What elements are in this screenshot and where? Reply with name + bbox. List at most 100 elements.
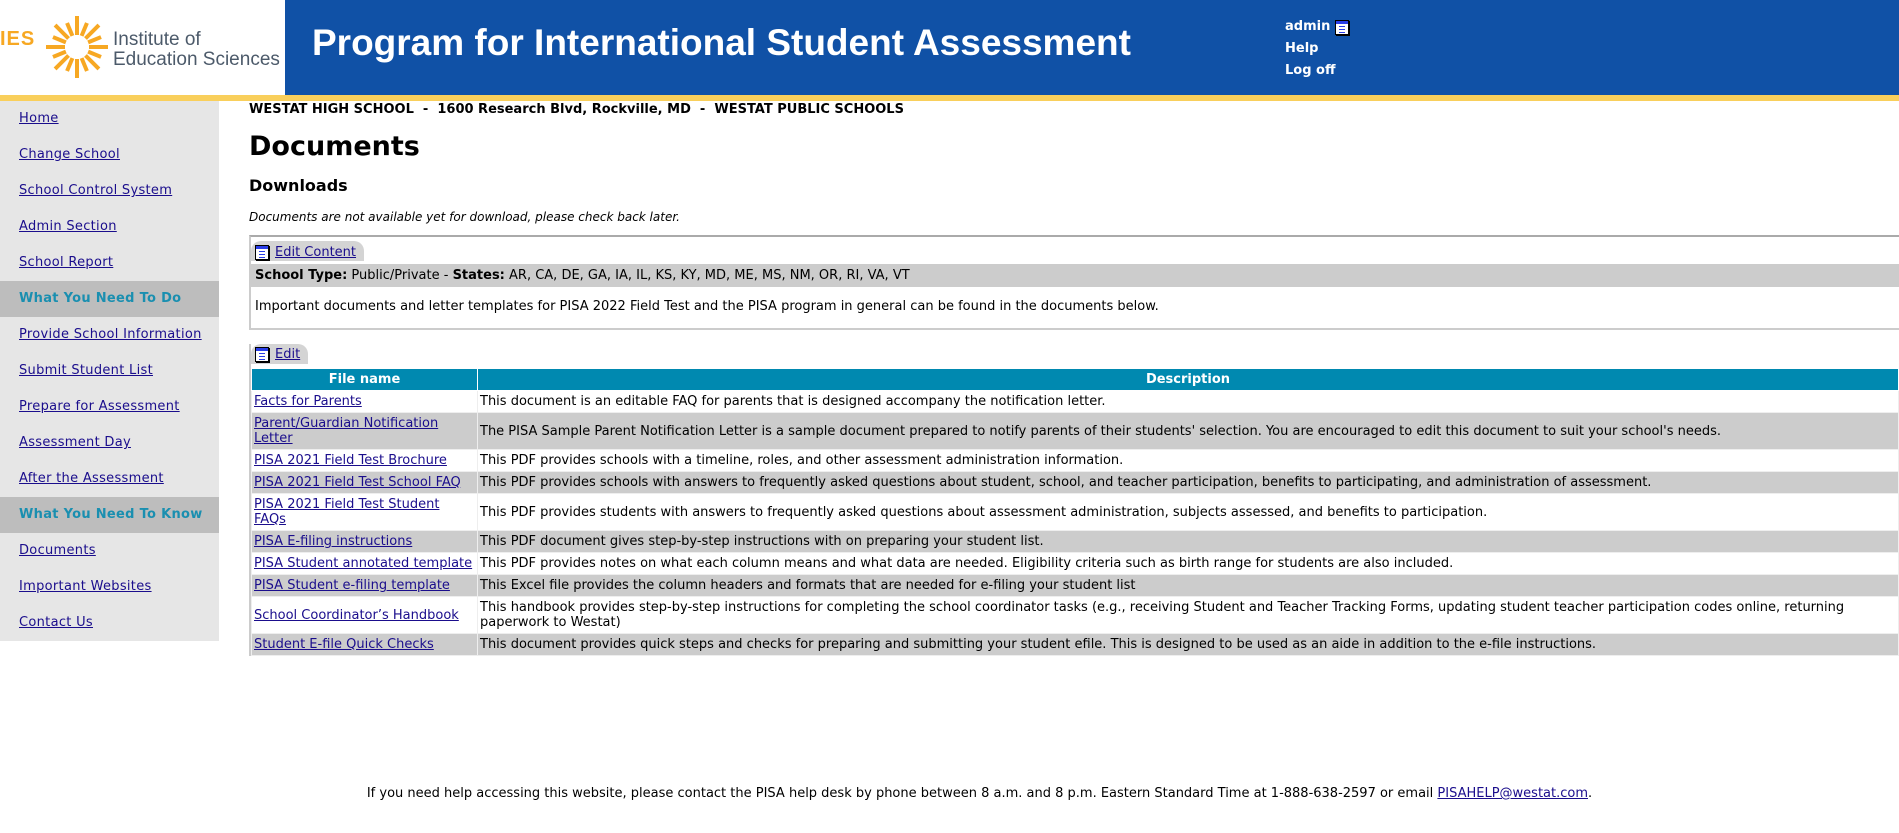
accent-bar <box>0 95 1899 101</box>
table-row: PISA E-filing instructions This PDF docum… <box>251 530 1899 553</box>
sidebar-link[interactable]: Home <box>19 111 59 126</box>
file-link[interactable]: Facts for Parents <box>254 394 362 409</box>
edit-tab[interactable]: Edit <box>251 343 309 364</box>
description-cell: This PDF document gives step-by-step ins… <box>477 530 1899 553</box>
table-row: PISA 2021 Field Test Student FAQs This PD… <box>251 493 1899 531</box>
file-name-cell: PISA Student annotated template <box>251 552 478 575</box>
sidebar-section-header: What You Need To Know <box>0 497 219 533</box>
edit-link[interactable]: Edit <box>275 347 301 362</box>
sidebar-link[interactable]: School Report <box>19 255 114 270</box>
file-link[interactable]: PISA E-filing instructions <box>254 534 413 549</box>
file-name-cell: School Coordinator’s Handbook <box>251 596 478 634</box>
sun-ray <box>87 49 102 59</box>
sun-ray <box>65 57 75 72</box>
description-cell: This document is an editable FAQ for par… <box>477 390 1899 413</box>
sun-ray <box>53 23 70 40</box>
description-cell: This PDF provides schools with answers t… <box>477 471 1899 494</box>
sidebar-item: Important Websites <box>0 569 219 605</box>
sidebar-item: Submit Student List <box>0 353 219 389</box>
file-name-cell: PISA Student e-filing template <box>251 574 478 597</box>
file-name-cell: PISA E-filing instructions <box>251 530 478 553</box>
sun-ray <box>79 22 89 37</box>
logo-text: Institute of Education Sciences <box>113 29 280 70</box>
logoff-link[interactable]: Log off <box>1285 63 1336 78</box>
table-row: Student E-file Quick Checks This document… <box>251 633 1899 656</box>
edit-content-tab[interactable]: Edit Content <box>251 241 365 261</box>
description-cell: This PDF provides students with answers … <box>477 493 1899 531</box>
file-name-cell: Student E-file Quick Checks <box>251 633 478 656</box>
sidebar-link[interactable]: Important Websites <box>19 579 152 594</box>
help-email-link[interactable]: PISAHELP@westat.com <box>1437 786 1588 801</box>
section-title: Downloads <box>249 176 348 195</box>
sidebar-link[interactable]: Provide School Information <box>19 327 202 342</box>
sun-icon <box>46 16 108 78</box>
sun-ray <box>84 23 101 40</box>
school-type-row: School Type: Public/Private - States: AR… <box>251 263 1899 287</box>
user-links: admin Help Log off <box>1285 16 1350 82</box>
sidebar-item: Contact Us <box>0 605 219 641</box>
description-cell: This PDF provides schools with a timelin… <box>477 449 1899 472</box>
column-header-description: Description <box>477 368 1899 391</box>
documents-table-section: Edit File name Description Facts for Pare… <box>249 343 1899 656</box>
file-name-cell: Facts for Parents <box>251 390 478 413</box>
sidebar-item: Provide School Information <box>0 317 219 353</box>
file-link[interactable]: PISA Student annotated template <box>254 556 473 571</box>
table-row: PISA 2021 Field Test School FAQ This PDF … <box>251 471 1899 494</box>
table-row: School Coordinator’s Handbook This handbo… <box>251 596 1899 634</box>
sidebar-link[interactable]: After the Assessment <box>19 471 164 486</box>
sidebar-item: Change School <box>0 137 219 173</box>
file-link[interactable]: PISA 2021 Field Test Brochure <box>254 453 447 468</box>
sun-ray <box>79 57 89 72</box>
footer: If you need help accessing this website,… <box>366 786 1593 801</box>
sidebar-link[interactable]: Admin Section <box>19 219 117 234</box>
sidebar-link[interactable]: Contact Us <box>19 615 93 630</box>
sidebar-item: Home <box>0 101 219 137</box>
sidebar-link[interactable]: Documents <box>19 543 96 558</box>
sidebar-link[interactable]: Submit Student List <box>19 363 153 378</box>
help-link[interactable]: Help <box>1285 41 1319 56</box>
table-row: Facts for Parents This document is an edi… <box>251 390 1899 413</box>
edit-icon <box>255 347 269 362</box>
content-box: Edit Content School Type: Public/Private… <box>249 235 1899 330</box>
sun-ray <box>84 54 101 71</box>
description-cell: The PISA Sample Parent Notification Lett… <box>477 412 1899 450</box>
file-name-cell: PISA 2021 Field Test School FAQ <box>251 471 478 494</box>
sidebar-link[interactable]: Prepare for Assessment <box>19 399 180 414</box>
sun-ray <box>65 22 75 37</box>
sidebar-item: School Report <box>0 245 219 281</box>
sun-ray <box>52 35 67 45</box>
sun-ray <box>87 35 102 45</box>
ies-logo[interactable]: IES Institute of Education Sciences <box>0 0 285 95</box>
file-link[interactable]: School Coordinator’s Handbook <box>254 607 459 623</box>
profile-icon[interactable] <box>1335 19 1350 35</box>
sidebar-section-header: What You Need To Do <box>0 281 219 317</box>
description-cell: This PDF provides notes on what each col… <box>477 552 1899 575</box>
edit-content-link[interactable]: Edit Content <box>275 244 357 260</box>
description-cell: This Excel file provides the column head… <box>477 574 1899 597</box>
file-link[interactable]: Student E-file Quick Checks <box>254 637 434 652</box>
sun-ray <box>52 49 67 59</box>
sidebar-item: Assessment Day <box>0 425 219 461</box>
file-link[interactable]: PISA Student e-filing template <box>254 578 450 593</box>
sidebar-link[interactable]: School Control System <box>19 183 173 198</box>
file-link[interactable]: PISA 2021 Field Test School FAQ <box>254 475 461 490</box>
file-name-cell: Parent/Guardian Notification Letter <box>251 412 478 450</box>
sidebar: Home Change School School Control System Ad… <box>0 101 219 641</box>
school-info: WESTAT HIGH SCHOOL - 1600 Research Blvd,… <box>249 102 904 117</box>
sidebar-item: Admin Section <box>0 209 219 245</box>
file-link[interactable]: PISA 2021 Field Test Student FAQs <box>254 497 440 527</box>
sidebar-item: Documents <box>0 533 219 569</box>
file-link[interactable]: Parent/Guardian Notification Letter <box>254 416 439 446</box>
sidebar-item: School Control System <box>0 173 219 209</box>
user-name: admin <box>1285 19 1331 34</box>
table-row: PISA Student e-filing template This Excel… <box>251 574 1899 597</box>
header-banner: IES Institute of Education Sciences Progr… <box>0 0 1899 95</box>
sidebar-link[interactable]: Change School <box>19 147 120 162</box>
page-title: Documents <box>249 131 420 162</box>
main-content: WESTAT HIGH SCHOOL - 1600 Research Blvd,… <box>249 101 1899 656</box>
sidebar-link[interactable]: Assessment Day <box>19 435 131 450</box>
description-cell: This handbook provides step-by-step inst… <box>477 596 1899 634</box>
table-row: Parent/Guardian Notification Letter The P… <box>251 412 1899 450</box>
sidebar-item: Prepare for Assessment <box>0 389 219 425</box>
documents-table: File name Description Facts for Parents Th… <box>251 368 1899 656</box>
